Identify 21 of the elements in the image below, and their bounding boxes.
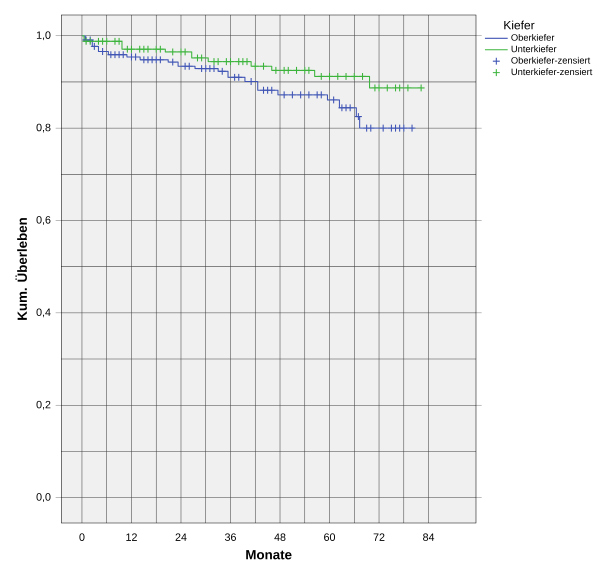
legend-label: Unterkiefer-zensiert	[512, 68, 592, 76]
x-axis-title: Monate	[246, 550, 292, 560]
x-tick-label: 60	[324, 533, 336, 541]
legend-label: Oberkiefer-zensiert	[511, 56, 590, 64]
x-tick-label: 12	[126, 533, 137, 541]
y-tick-label: 1,0	[36, 31, 51, 40]
x-tick-label: 24	[176, 533, 187, 541]
x-tick-label: 48	[274, 533, 286, 541]
y-tick-label: 0,8	[36, 124, 50, 133]
x-tick-label: 0	[79, 533, 85, 541]
y-axis-title: Kum. Überleben	[15, 218, 27, 320]
x-tick-label: 84	[423, 533, 434, 541]
legend-label: Oberkiefer	[511, 34, 554, 41]
y-tick-label: 0,2	[36, 400, 50, 410]
x-tick-label: 72	[374, 533, 384, 541]
legend-label: Unterkiefer	[512, 45, 556, 52]
x-tick-label: 36	[224, 533, 236, 541]
y-tick-label: 0,0	[36, 493, 51, 502]
legend-title: Kiefer	[504, 20, 534, 30]
y-tick-label: 0,4	[36, 308, 51, 318]
y-tick-label: 0,6	[36, 216, 50, 225]
